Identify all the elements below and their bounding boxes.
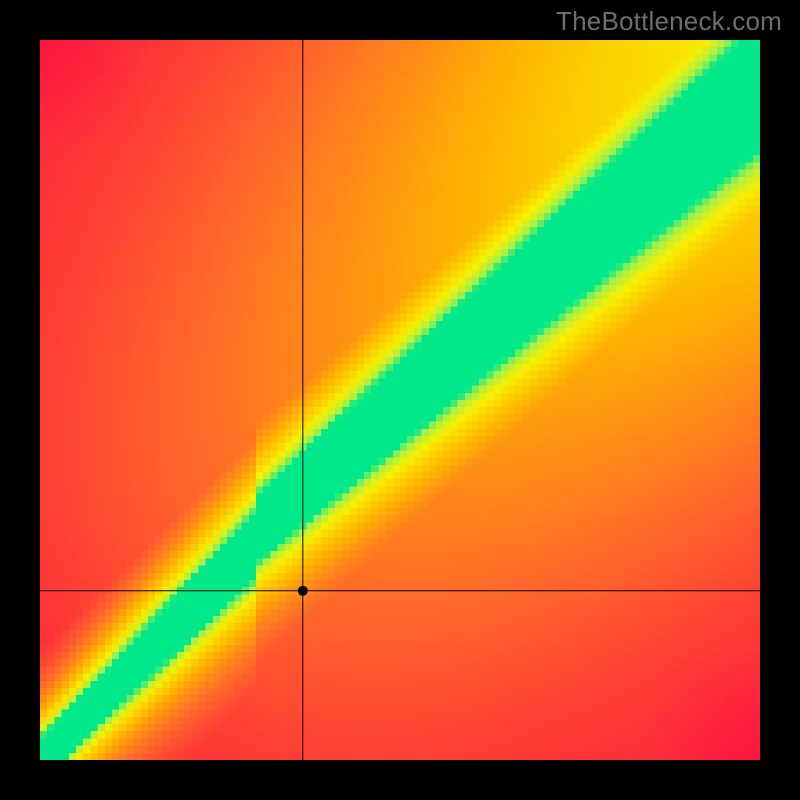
heatmap-canvas	[40, 40, 760, 760]
watermark-text: TheBottleneck.com	[556, 6, 782, 37]
chart-container: TheBottleneck.com	[0, 0, 800, 800]
heatmap-plot	[40, 40, 760, 760]
